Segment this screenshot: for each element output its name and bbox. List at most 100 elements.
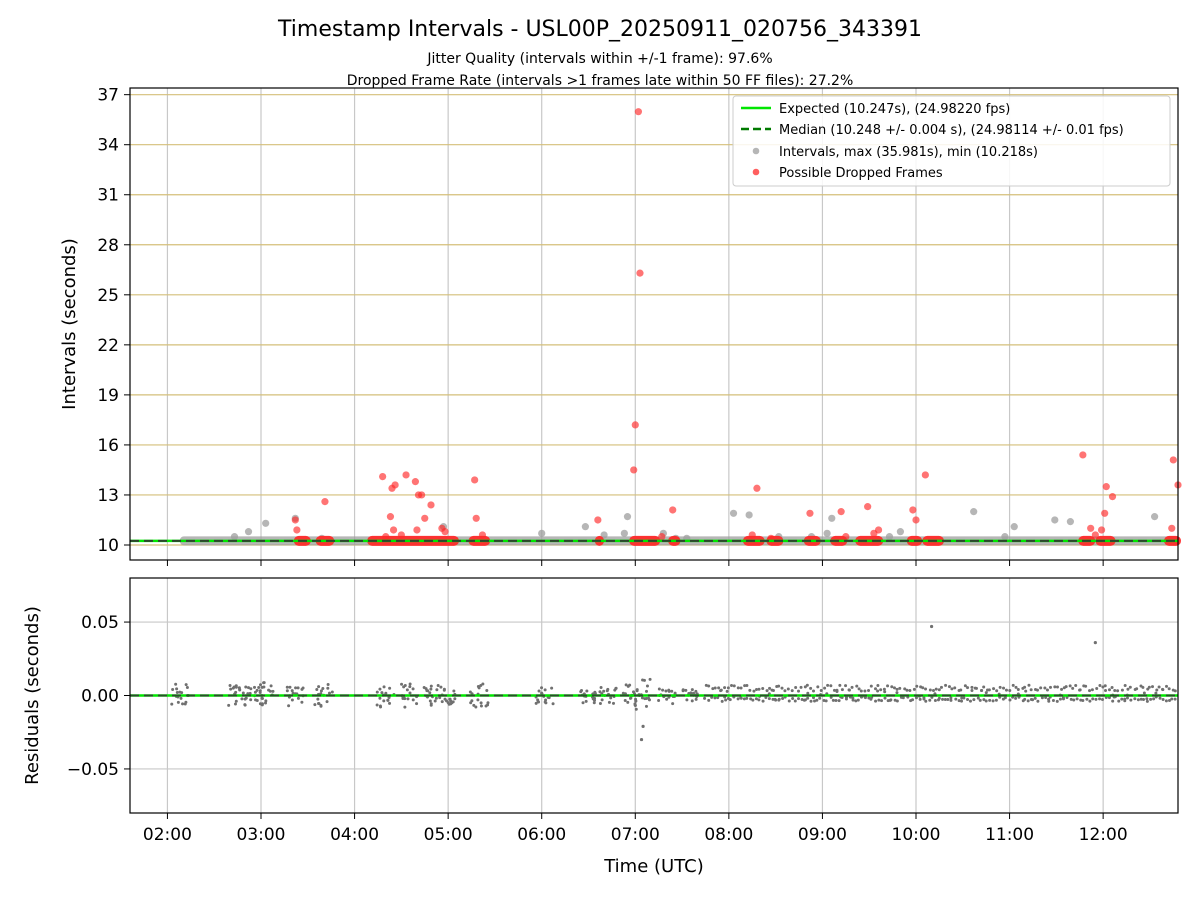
dropped-frame-point — [421, 514, 429, 522]
residual-point — [883, 696, 887, 700]
residual-point — [777, 697, 781, 701]
residual-point — [754, 697, 758, 701]
legend-intervals-swatch — [752, 147, 760, 155]
residual-point — [1100, 697, 1104, 701]
residual-point — [1002, 686, 1006, 690]
residual-point — [1133, 697, 1137, 701]
residual-point — [644, 704, 648, 708]
residual-point — [375, 703, 379, 707]
dropped-frame-point — [391, 481, 399, 489]
dropped-frame-point — [413, 526, 421, 534]
residual-point — [621, 691, 625, 695]
residual-point — [316, 701, 320, 705]
residual-point — [1142, 691, 1146, 695]
residual-point — [1149, 697, 1153, 701]
residual-point — [436, 684, 440, 688]
dropped-frame-point — [427, 501, 435, 509]
residual-point — [540, 686, 544, 690]
residual-point — [944, 683, 948, 687]
residual-point — [1103, 684, 1107, 688]
residual-point — [1035, 688, 1039, 692]
dropped-frame-point — [912, 516, 920, 524]
residual-point — [724, 698, 728, 702]
residual-point — [771, 688, 775, 692]
residual-point — [175, 687, 179, 691]
residual-point — [748, 688, 752, 692]
bottom-x-tick-label: 04:00 — [330, 825, 379, 845]
residual-point — [1111, 699, 1115, 703]
residual-point — [1104, 695, 1108, 699]
residual-point — [805, 683, 809, 687]
residual-point — [434, 696, 438, 700]
residual-point — [1047, 697, 1051, 701]
residual-point — [388, 701, 392, 705]
residual-point — [867, 688, 871, 692]
residual-point — [1069, 697, 1073, 701]
residual-point — [291, 691, 295, 695]
residual-point — [1095, 687, 1099, 691]
residual-point — [1123, 699, 1127, 703]
bottom-x-tick-label: 05:00 — [424, 825, 473, 845]
residual-point — [934, 687, 938, 691]
interval-point — [620, 529, 628, 537]
residual-point — [184, 700, 188, 704]
residual-point — [178, 690, 182, 694]
residual-point — [550, 686, 554, 690]
residual-point — [1026, 699, 1030, 703]
interval-point — [623, 513, 632, 521]
residual-point — [908, 689, 912, 693]
residual-point — [937, 688, 941, 692]
residual-point — [978, 698, 982, 702]
residual-point — [227, 703, 231, 707]
residual-point — [1110, 686, 1114, 690]
residual-point — [1072, 698, 1076, 702]
residual-point — [931, 689, 935, 693]
residual-point — [1139, 697, 1143, 701]
dropped-frame-point — [386, 513, 395, 521]
residual-point — [972, 698, 976, 702]
residual-point — [1117, 699, 1121, 703]
residual-point — [946, 697, 950, 701]
residual-point — [440, 700, 444, 704]
residual-point — [889, 698, 893, 702]
residual-point — [713, 696, 717, 700]
bottom-x-tick-label: 07:00 — [611, 825, 660, 845]
residual-point — [609, 696, 613, 700]
residual-point — [181, 702, 185, 706]
residual-point — [405, 688, 409, 692]
residual-point — [1043, 686, 1047, 690]
interval-point — [745, 511, 753, 519]
residual-point — [400, 682, 404, 686]
interval-point — [970, 508, 978, 516]
residual-point — [818, 696, 822, 700]
residual-point — [647, 698, 651, 702]
residual-point — [882, 687, 886, 691]
residual-point — [442, 687, 446, 691]
residual-point — [854, 699, 858, 703]
bottom-y-tick-label: 0.00 — [81, 687, 119, 707]
residual-point — [1098, 684, 1102, 688]
residual-point — [429, 684, 433, 688]
residual-point — [1044, 695, 1048, 699]
residual-point — [628, 683, 632, 687]
legend-entry-label: Median (10.248 +/- 0.004 s), (24.98114 +… — [779, 123, 1124, 138]
residual-point — [703, 696, 707, 700]
residual-point — [313, 703, 317, 707]
residual-point — [388, 686, 392, 690]
residual-point — [1120, 697, 1124, 701]
residual-point — [850, 685, 854, 689]
dropped-frame-point — [594, 516, 602, 524]
bottom-x-tick-label: 10:00 — [892, 825, 941, 845]
residual-point — [1164, 699, 1168, 703]
residual-point — [537, 700, 541, 704]
residual-point — [1088, 699, 1092, 703]
residual-point — [240, 697, 244, 701]
bottom-x-tick-label: 12:00 — [1079, 825, 1128, 845]
residual-point — [1125, 696, 1129, 700]
intervals-plot: 10 13 16 19 22 25 28 31 34 37 Intervals (seconds) E… — [59, 86, 1182, 566]
residual-point — [661, 688, 665, 692]
residual-point — [736, 686, 740, 690]
residual-point — [479, 701, 483, 705]
residual-point — [632, 690, 636, 694]
residual-point — [786, 687, 790, 691]
